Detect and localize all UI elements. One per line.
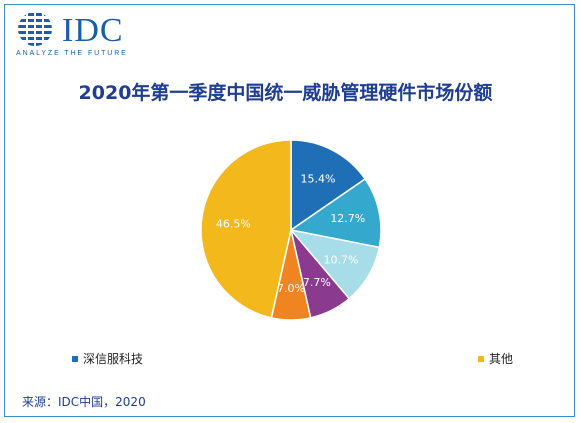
pie-slice-label-5: 7.0% bbox=[277, 282, 305, 295]
legend-item-sangfor: 深信服科技 bbox=[72, 352, 143, 366]
chart-title: 2020年第一季度中国统一威胁管理硬件市场份额 bbox=[78, 82, 493, 104]
idc-logo: IDC ANALYZE THE FUTURE bbox=[14, 10, 154, 62]
pie-slice-label-4: 7.7% bbox=[303, 276, 331, 289]
globe-icon bbox=[18, 12, 52, 46]
legend-swatch-other bbox=[478, 356, 484, 362]
legend-label-other: 其他 bbox=[489, 352, 514, 366]
pie-slice-label-1: 15.4% bbox=[301, 173, 336, 186]
pie-slice-label-2: 12.7% bbox=[330, 212, 365, 225]
pie-slice-2 bbox=[289, 177, 382, 249]
legend-item-other: 其他 bbox=[478, 352, 513, 366]
pie-slice-label-3: 10.7% bbox=[324, 253, 359, 266]
pie-slice-1 bbox=[290, 139, 367, 232]
logo-tagline: ANALYZE THE FUTURE bbox=[16, 50, 128, 57]
legend-swatch-sangfor bbox=[72, 356, 78, 362]
source-note: 来源：IDC中国，2020 bbox=[22, 395, 146, 409]
logo-text: IDC bbox=[62, 12, 124, 49]
pie-slice-6 bbox=[200, 139, 292, 319]
pie-slice-label-6: 46.5% bbox=[216, 218, 251, 231]
legend-label-sangfor: 深信服科技 bbox=[83, 352, 144, 366]
